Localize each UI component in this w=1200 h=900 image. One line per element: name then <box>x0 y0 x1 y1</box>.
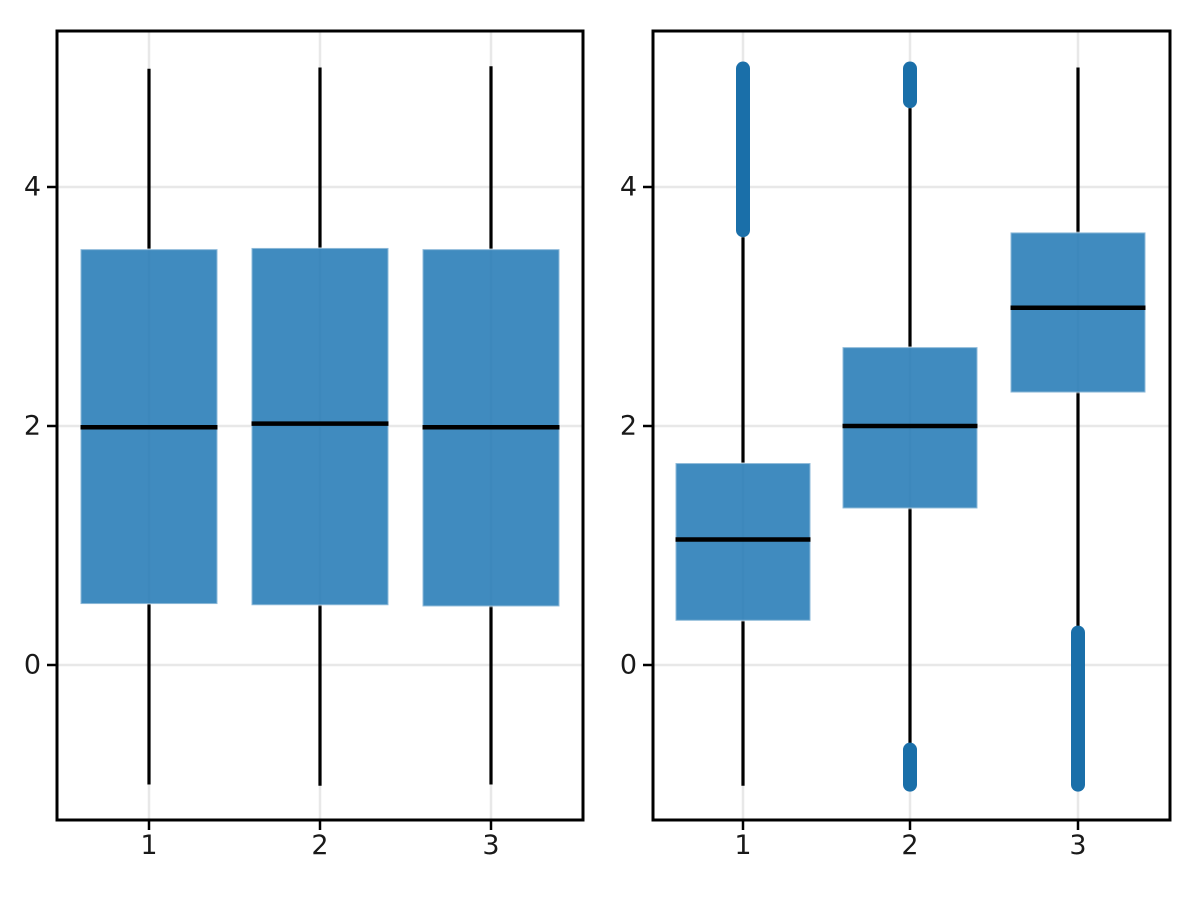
x-tick-label: 3 <box>482 830 500 861</box>
boxplot-group <box>79 68 219 785</box>
axes-frame <box>55 29 585 822</box>
boxplot-group <box>841 61 979 792</box>
y-tick-label: 2 <box>23 410 41 442</box>
boxplot-panel <box>47 29 585 830</box>
outlier-column <box>736 61 750 238</box>
outlier-column <box>903 742 917 792</box>
x-tick-label: 1 <box>734 830 752 861</box>
x-tick-label: 2 <box>901 830 919 861</box>
boxplot-group <box>674 61 812 786</box>
x-tick-label: 1 <box>140 830 158 861</box>
y-tick-label: 2 <box>619 410 637 442</box>
y-tick-label: 0 <box>23 649 41 681</box>
axes-frame <box>651 29 1172 822</box>
x-tick-label: 2 <box>311 830 329 861</box>
iqr-box <box>1009 231 1147 394</box>
boxplot-panel <box>643 29 1172 830</box>
outlier-column <box>903 61 917 109</box>
boxplot-group <box>250 67 390 786</box>
y-tick-label: 0 <box>619 649 637 681</box>
boxplot-group <box>1009 67 1147 792</box>
iqr-box <box>674 462 812 622</box>
outlier-column <box>1071 625 1085 792</box>
x-tick-label: 3 <box>1069 830 1087 861</box>
y-tick-label: 4 <box>619 171 637 203</box>
boxplot-group <box>421 66 561 785</box>
y-tick-label: 4 <box>23 171 41 203</box>
iqr-box <box>250 246 390 607</box>
